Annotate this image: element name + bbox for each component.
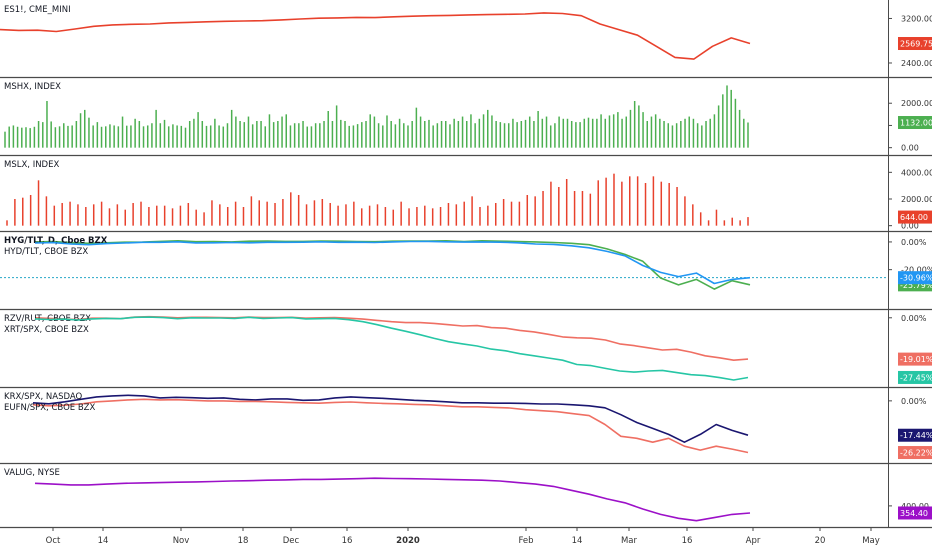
y-tick-label: 0.00% xyxy=(901,397,927,406)
last-value-badge xyxy=(898,37,932,51)
last-value-text: 354.40 xyxy=(900,509,928,518)
last-value-badge xyxy=(898,446,932,460)
time-axis[interactable]: Oct 14 Nov 18 Dec 16 2020 Feb 14 Mar 16 Apr 20 May xyxy=(46,527,880,546)
series-line xyxy=(0,12,751,60)
x-tick-label: 20 xyxy=(815,536,826,546)
x-tick-label: Feb xyxy=(518,536,533,546)
last-value-text: -27.45% xyxy=(900,373,932,382)
last-value-badge xyxy=(898,271,932,285)
x-tick-label: 18 xyxy=(238,536,249,546)
last-value-badge xyxy=(898,352,932,366)
x-tick-label: Oct xyxy=(46,536,61,546)
last-value-badge xyxy=(898,116,932,130)
y-tick-label: 0.00 xyxy=(901,144,919,153)
y-tick-label: 3200.00 xyxy=(901,14,932,23)
last-value-badge xyxy=(898,370,932,384)
pane-1[interactable]: ES1!, CME_MINI 3200.00 2400.00 2569.75 xyxy=(0,5,932,68)
x-tick-label: 14 xyxy=(572,536,583,546)
pane-3[interactable]: MSLX, INDEX 0.00 2000.00 4000.00 644.00 xyxy=(4,160,932,231)
series-label: ES1!, CME_MINI xyxy=(4,5,71,15)
y-tick-label: 4000.00 xyxy=(901,168,932,177)
last-value-badge xyxy=(898,210,932,224)
series-line xyxy=(32,398,749,454)
y-tick-label: 0.00% xyxy=(901,314,927,323)
y-tick-label: 2400.00 xyxy=(901,59,932,68)
last-value-text: -25.79% xyxy=(900,281,932,290)
last-value-badge xyxy=(898,428,932,442)
y-tick-label: 0.00 xyxy=(901,222,919,231)
y-tick-label: 2000.00 xyxy=(901,195,932,204)
series-label: VALUG, NYSE xyxy=(4,468,60,478)
y-tick-label: 2000.00 xyxy=(901,99,932,108)
series-label: XRT/SPX, CBOE BZX xyxy=(4,325,89,335)
x-tick-label: 14 xyxy=(98,536,109,546)
last-value-text: -19.01% xyxy=(900,355,932,364)
series-label: KRX/SPX, NASDAQ xyxy=(4,392,83,402)
last-value-badge xyxy=(898,506,932,520)
last-value-text: 1132.00 xyxy=(900,119,932,128)
x-tick-label: Apr xyxy=(746,536,761,546)
y-tick-label: 0.00% xyxy=(901,238,927,247)
last-value-text: -26.22% xyxy=(900,449,932,458)
series-line xyxy=(34,316,749,381)
x-tick-label: Dec xyxy=(283,536,300,546)
x-tick-label: May xyxy=(862,536,880,546)
x-tick-label: Mar xyxy=(621,536,638,546)
x-tick-label: Nov xyxy=(173,536,190,546)
last-value-text: 644.00 xyxy=(900,213,928,222)
series-line xyxy=(34,240,751,285)
series-label: HYG/TLT, D, Cboe BZX xyxy=(4,236,108,246)
series-line xyxy=(32,394,749,444)
last-value-text: -17.44% xyxy=(900,431,932,440)
series-label: EUFN/SPX, CBOE BZX xyxy=(4,403,95,413)
x-tick-label: 16 xyxy=(342,536,353,546)
x-tick-label: 2020 xyxy=(396,536,420,546)
series-line xyxy=(34,477,751,522)
series-label: MSHX, INDEX xyxy=(4,82,61,92)
x-tick-label: 16 xyxy=(682,536,693,546)
y-tick-label: -20.00% xyxy=(901,266,932,275)
last-value-text: -30.96% xyxy=(900,274,932,283)
series-label: HYD/TLT, CBOE BZX xyxy=(4,247,88,257)
last-value-text: 2569.75 xyxy=(900,40,932,49)
y-tick-label: 400.00 xyxy=(901,502,929,511)
series-label: MSLX, INDEX xyxy=(4,160,59,170)
